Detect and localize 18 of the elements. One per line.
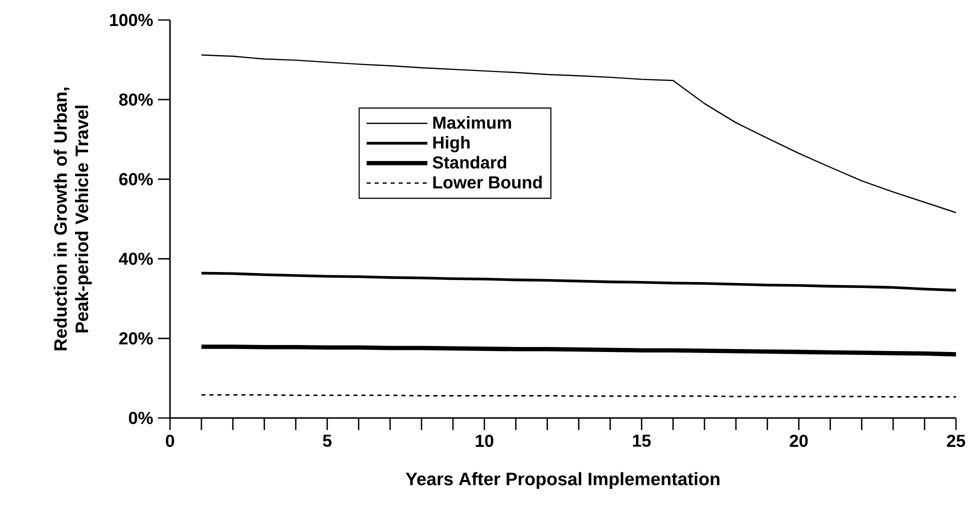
x-tick-label: 5 xyxy=(322,434,332,447)
x-tick-label: 20 xyxy=(790,434,808,447)
y-tick-label: 100% xyxy=(110,14,153,26)
y-tick-label: 20% xyxy=(119,332,153,345)
legend-label: Lower Bound xyxy=(433,176,542,188)
y-tick-label: 80% xyxy=(119,93,153,106)
x-tick-label: 15 xyxy=(633,434,651,447)
y-tick-label: 40% xyxy=(118,252,153,265)
y-tick-label: 60% xyxy=(119,173,153,186)
x-axis-title: Years After Proposal Implementation xyxy=(406,472,720,489)
legend-label: Standard xyxy=(432,156,506,169)
x-tick-label: 25 xyxy=(946,434,966,447)
y-axis-title: Reduction in Growth of Urban, Peak-period Vehicle Travel xyxy=(54,88,92,350)
x-tick-label: 10 xyxy=(476,434,494,447)
legend-label: Maximum xyxy=(433,116,512,129)
legend-label: High xyxy=(433,136,470,152)
y-tick-label: 0% xyxy=(128,412,153,424)
x-tick-label: 0 xyxy=(166,434,174,447)
